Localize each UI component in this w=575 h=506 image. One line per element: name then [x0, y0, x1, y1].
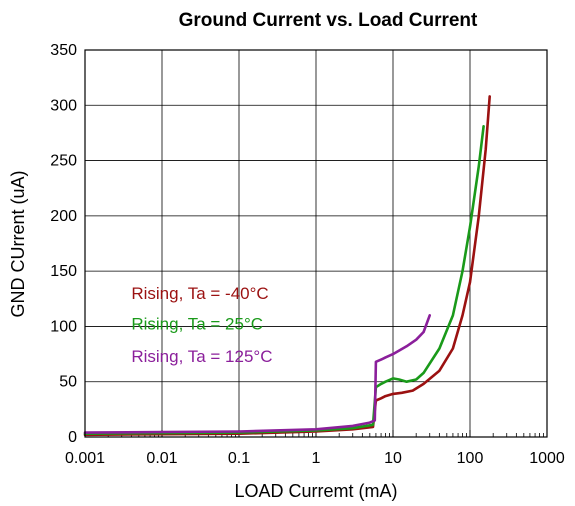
- y-tick-label: 100: [50, 318, 77, 335]
- x-tick-label: 100: [457, 450, 484, 467]
- y-tick-label: 250: [50, 153, 77, 170]
- legend: Rising, Ta = -40°C Rising, Ta = 25°C Risin…: [131, 284, 272, 366]
- legend-entry: Rising, Ta = -40°C: [131, 284, 268, 303]
- x-tick-label: 0.001: [65, 450, 105, 467]
- x-axis-label: LOAD Curremt (mA): [234, 481, 397, 501]
- plot-frame: [84, 49, 548, 438]
- series-line-2: [83, 125, 485, 436]
- series-lines: [83, 95, 492, 437]
- x-tick-label: 1000: [529, 450, 565, 467]
- series-line-3: [83, 314, 432, 434]
- y-tick-label: 350: [50, 42, 77, 59]
- series-line-1: [83, 95, 492, 437]
- y-tick-label: 200: [50, 208, 77, 225]
- y-tick-label: 300: [50, 97, 77, 114]
- grid: [84, 49, 548, 438]
- y-tick-label: 0: [68, 429, 77, 446]
- axis-ticks: 0 50 100 150 200 250 300 350 0.001 0.01 0.1 1 10 100 1…: [50, 42, 565, 467]
- chart-title: Ground Current vs. Load Current: [179, 10, 478, 31]
- legend-entry: Rising, Ta = 25°C: [131, 315, 263, 334]
- x-tick-label: 1: [312, 450, 321, 467]
- x-tick-label: 0.1: [228, 450, 250, 467]
- legend-entry: Rising, Ta = 125°C: [131, 347, 272, 366]
- y-axis-label: GND CUrrent (uA): [8, 170, 28, 317]
- x-tick-label: 10: [384, 450, 402, 467]
- y-tick-label: 50: [59, 374, 77, 391]
- y-tick-label: 150: [50, 263, 77, 280]
- x-tick-label: 0.01: [146, 450, 177, 467]
